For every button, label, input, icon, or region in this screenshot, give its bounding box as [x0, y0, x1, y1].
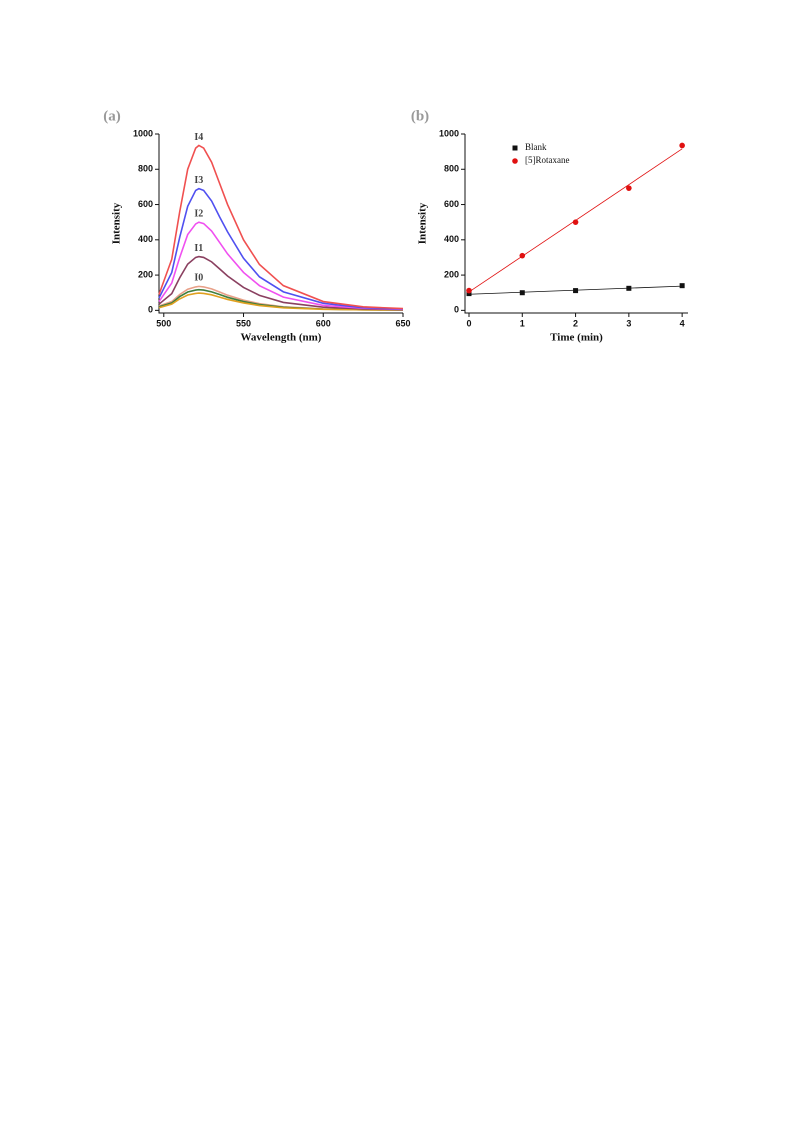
axis-frame — [158, 134, 403, 314]
marker — [466, 287, 472, 294]
peak-label: I4 — [194, 132, 203, 143]
y-axis-title: Intensity — [417, 202, 429, 244]
x-tick-label: 1 — [520, 318, 525, 328]
peak-label: I1 — [194, 243, 203, 254]
spectrum-line — [158, 187, 404, 310]
y-tick-label: 1000 — [133, 128, 153, 138]
spectrum-line — [158, 144, 404, 310]
y-tick-label: 200 — [444, 269, 459, 279]
y-tick-label: 200 — [138, 269, 153, 279]
y-tick-label: 400 — [138, 234, 153, 244]
x-tick-label: 0 — [466, 318, 471, 328]
marker — [679, 283, 685, 289]
y-axis-title: Intensity — [111, 202, 123, 244]
spectrum-line — [158, 255, 404, 311]
marker — [573, 288, 579, 294]
marker — [519, 252, 526, 259]
marker — [679, 142, 685, 149]
marker — [466, 291, 472, 297]
panel-label: (b) — [411, 108, 429, 124]
panel-label: (a) — [103, 108, 121, 124]
y-tick-label: 800 — [444, 164, 459, 174]
y-tick-label: 400 — [444, 234, 459, 244]
x-tick-label: 550 — [236, 318, 251, 328]
x-tick-label: 650 — [395, 318, 410, 328]
marker — [572, 219, 579, 225]
legend-label: [5]Rotaxane — [525, 155, 569, 165]
axis-frame — [464, 134, 688, 314]
peak-label: I3 — [194, 175, 203, 186]
marker — [519, 290, 525, 296]
x-tick-label: 500 — [156, 318, 171, 328]
marker — [626, 285, 632, 291]
peak-label: I2 — [194, 208, 203, 219]
y-tick-label: 600 — [138, 199, 153, 209]
x-tick-label: 2 — [573, 318, 578, 328]
spectrum-line — [158, 292, 404, 311]
x-tick-label: 600 — [316, 318, 331, 328]
legend-marker — [512, 158, 518, 164]
y-tick-label: 0 — [454, 305, 459, 315]
legend-label: Blank — [525, 142, 547, 152]
y-tick-label: 600 — [444, 199, 459, 209]
y-tick-label: 800 — [138, 164, 153, 174]
x-axis-title: Wavelength (nm) — [241, 332, 322, 344]
legend-marker — [512, 145, 518, 151]
y-tick-label: 1000 — [439, 128, 459, 138]
x-axis-title: Time (min) — [550, 332, 603, 344]
marker — [626, 185, 632, 191]
x-tick-label: 4 — [680, 318, 685, 328]
spectrum-line — [158, 221, 404, 311]
x-tick-label: 3 — [626, 318, 631, 328]
y-tick-label: 0 — [148, 305, 153, 315]
peak-label: I0 — [194, 273, 203, 284]
